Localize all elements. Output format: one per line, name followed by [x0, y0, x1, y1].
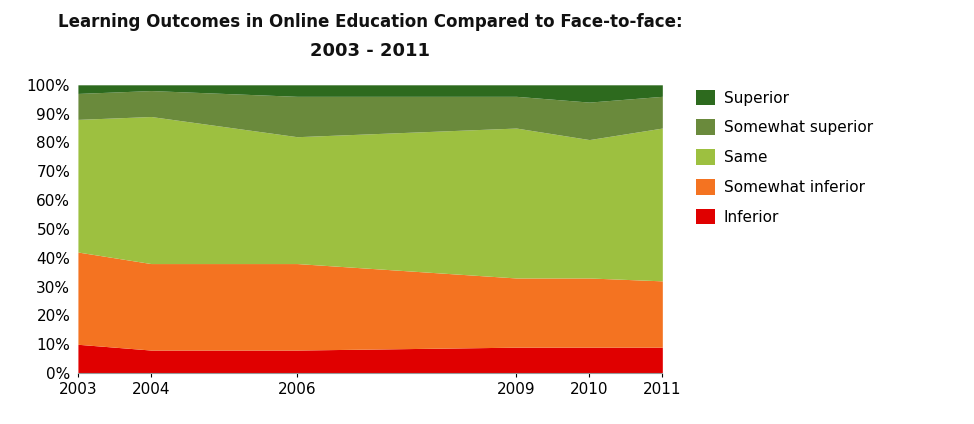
Text: 2003 - 2011: 2003 - 2011	[310, 42, 431, 60]
Legend: Superior, Somewhat superior, Same, Somewhat inferior, Inferior: Superior, Somewhat superior, Same, Somew…	[693, 86, 876, 228]
Text: Learning Outcomes in Online Education Compared to Face-to-face:: Learning Outcomes in Online Education Co…	[57, 13, 683, 31]
